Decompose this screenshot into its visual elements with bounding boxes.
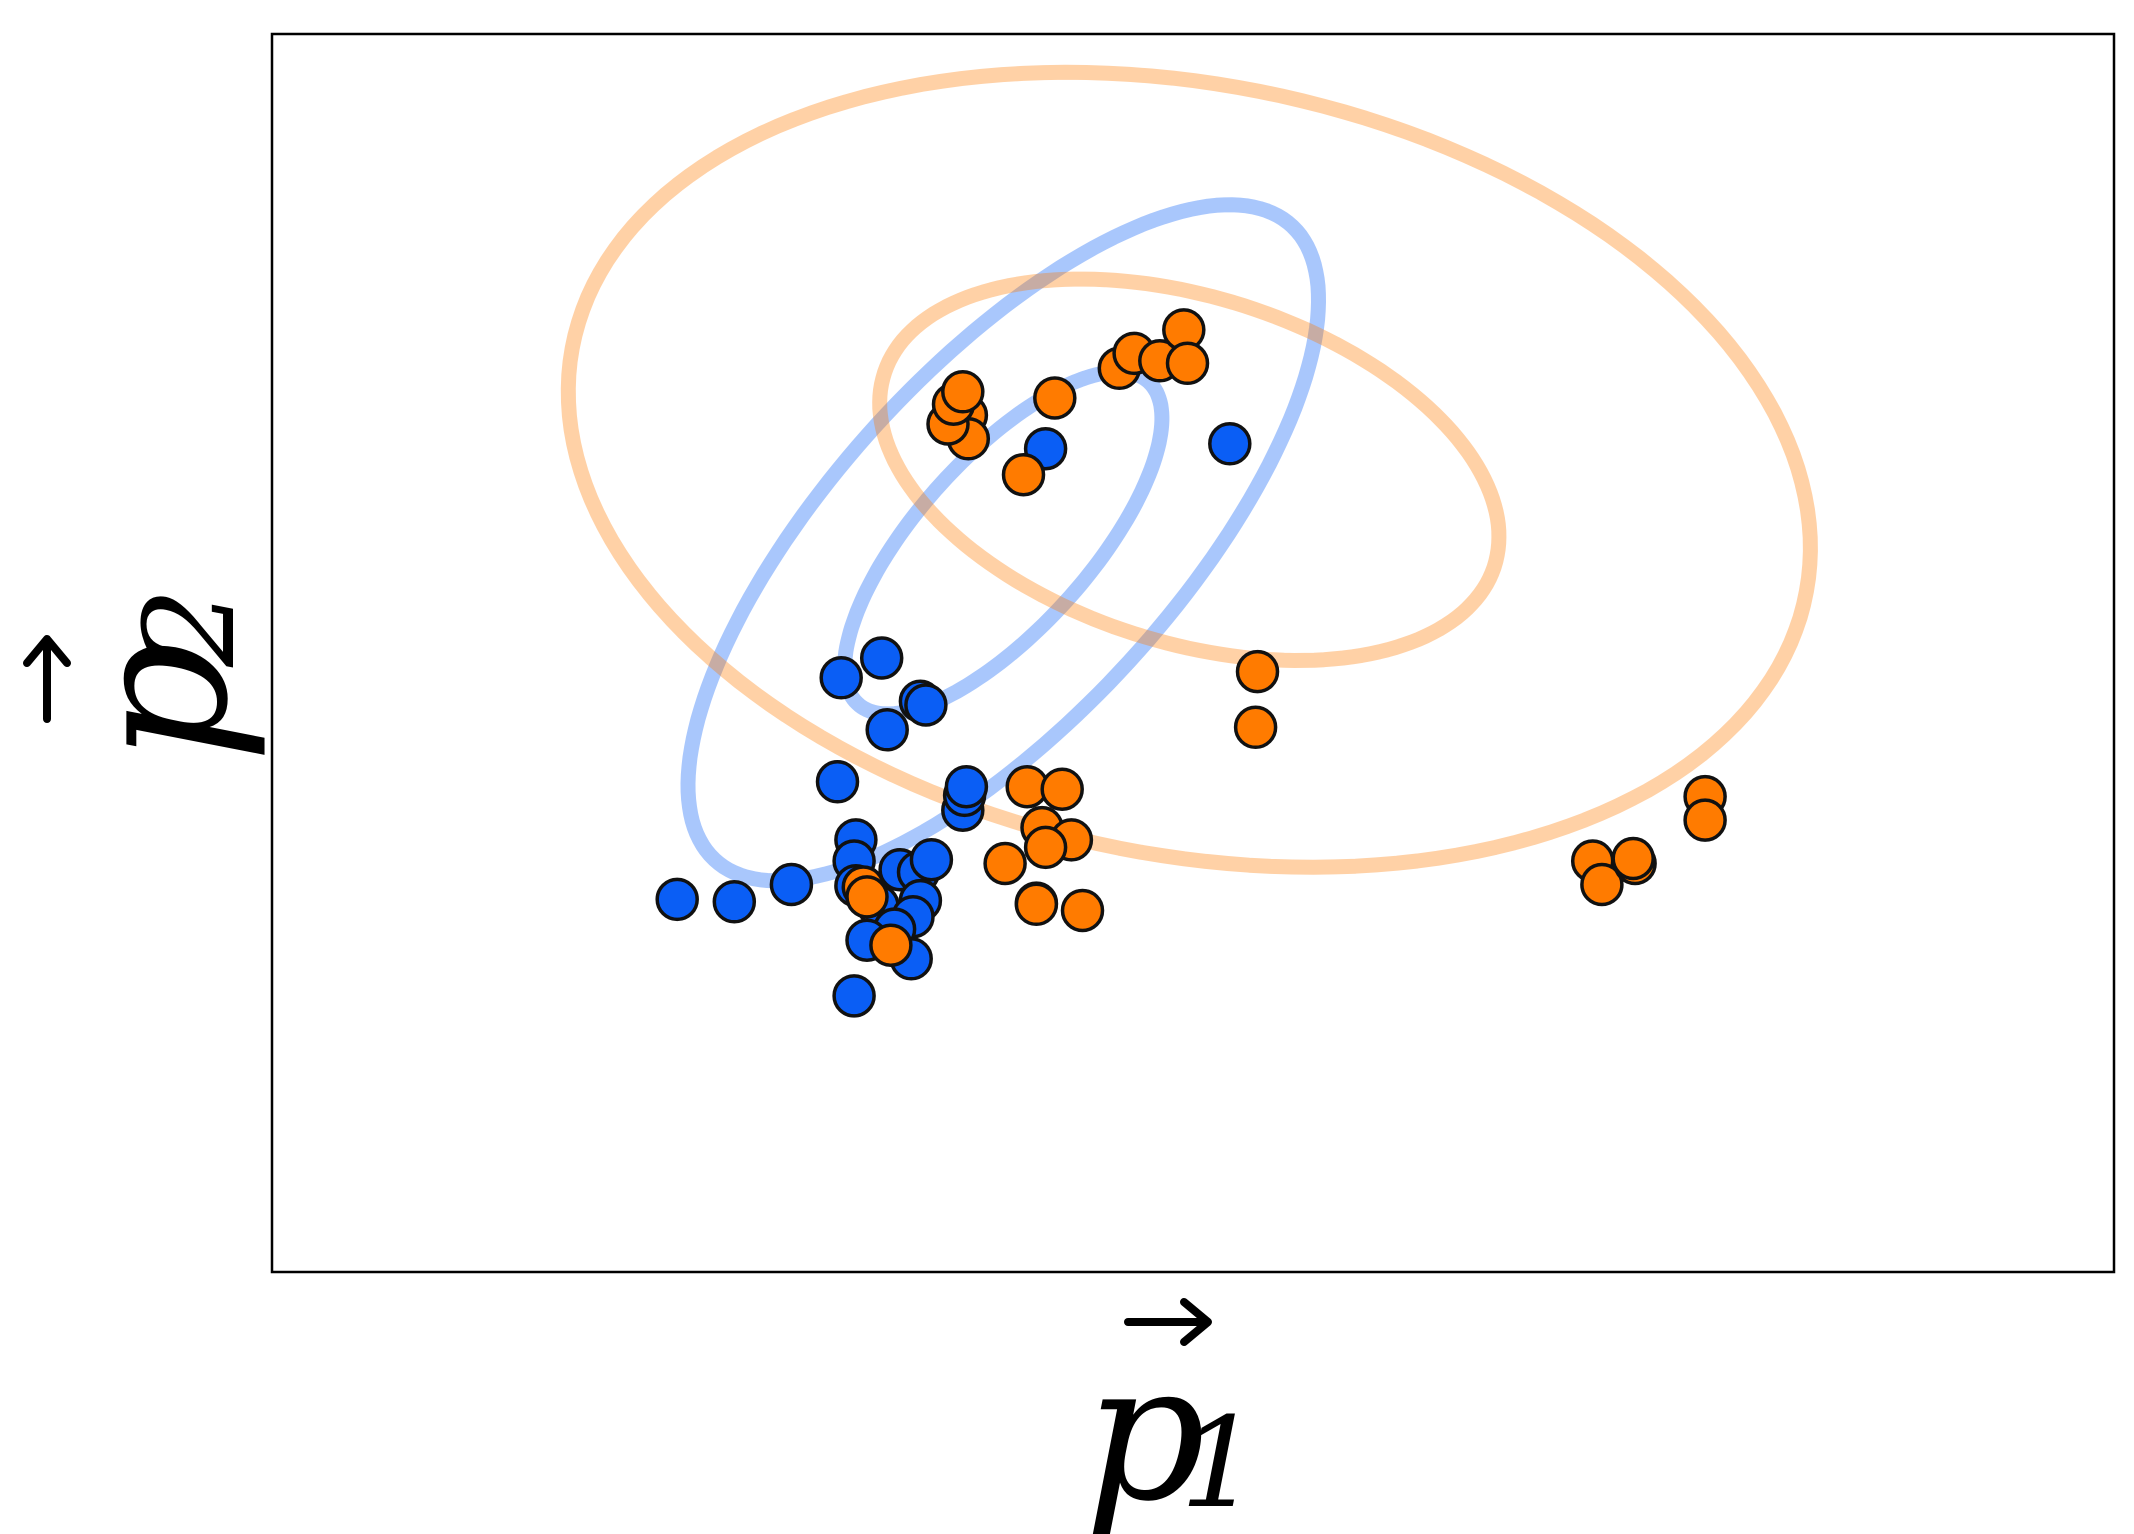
series-0-point-0	[859, 636, 904, 680]
series-0-point-13	[769, 862, 814, 907]
series-0-point-9	[815, 760, 860, 804]
series-1-point-30	[845, 875, 889, 919]
plot-frame	[270, 32, 2116, 1274]
x-axis-vector-arrow	[1124, 1298, 1212, 1346]
series-1-point-24	[1023, 825, 1068, 870]
x-axis-label-subscript: 1	[1180, 1391, 1260, 1534]
series-1-point-19	[1611, 836, 1655, 881]
x-axis-label: p 1	[1084, 1298, 1260, 1534]
series-1-point-25	[983, 841, 1027, 886]
series-0-point-17	[909, 837, 954, 882]
series-0-ellipse-1	[837, 364, 1170, 722]
series-1-point-12	[1235, 649, 1280, 694]
series-1-ellipse-1	[872, 271, 1507, 668]
series-1-ellipse-0	[560, 64, 1818, 875]
series-1-point-0	[1001, 452, 1046, 497]
series-0-ellipse-0	[680, 197, 1326, 889]
series-1-point-6	[1165, 341, 1210, 386]
series-1-point-15	[1683, 798, 1727, 842]
y-axis-label-symbol: p	[49, 641, 270, 763]
series-0-point-26	[944, 764, 989, 809]
series-1-point-28	[1014, 882, 1059, 927]
series-0-point-5	[819, 656, 863, 700]
y-axis-label: p 2	[23, 587, 270, 763]
x-axis-label-symbol: p	[1084, 1322, 1206, 1534]
series-1-point-17	[1580, 862, 1624, 907]
series-1-point-1	[1033, 376, 1077, 420]
series-0-point-3	[655, 877, 699, 922]
series-1-point-27	[1060, 888, 1105, 933]
series-0-point-23	[832, 974, 876, 1018]
series-0-point-7	[904, 683, 948, 727]
y-axis-vector-arrow	[23, 635, 71, 723]
covariance-ellipses	[560, 64, 1818, 889]
y-axis-label-subscript: 2	[118, 587, 263, 668]
series-1-point-11	[941, 370, 985, 414]
series-1-point-21	[1040, 767, 1084, 811]
series-0-point-2	[1208, 422, 1252, 466]
scatter-points	[655, 308, 1727, 1018]
series-1-point-31	[869, 923, 913, 967]
series-1-point-13	[1233, 705, 1278, 750]
series-0-point-8	[865, 708, 909, 752]
series-0-point-4	[712, 880, 757, 924]
